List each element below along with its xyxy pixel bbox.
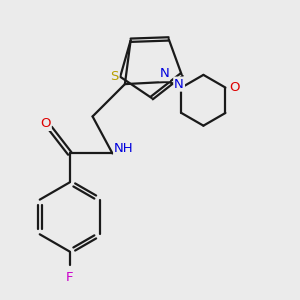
- Text: N: N: [159, 67, 169, 80]
- Text: NH: NH: [114, 142, 134, 155]
- Text: S: S: [110, 70, 118, 83]
- Text: O: O: [40, 117, 51, 130]
- Text: N: N: [174, 78, 184, 91]
- Text: O: O: [230, 81, 240, 94]
- Text: F: F: [66, 271, 74, 284]
